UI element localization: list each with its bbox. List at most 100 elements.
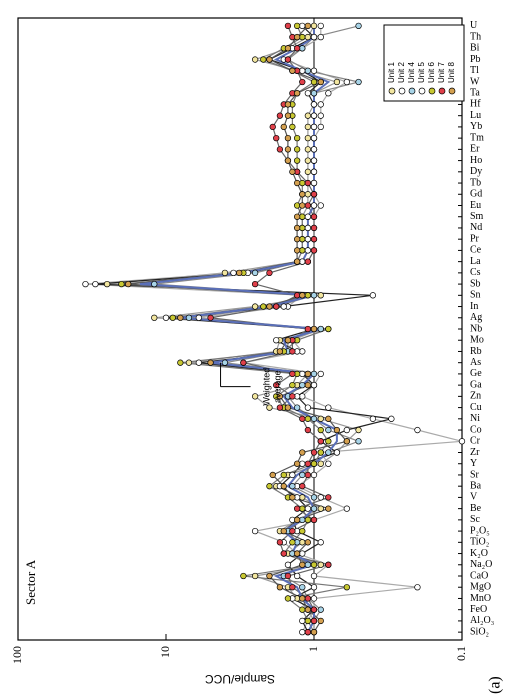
data-point xyxy=(299,505,306,512)
data-point xyxy=(299,67,306,74)
data-point xyxy=(293,505,301,512)
data-point xyxy=(280,471,287,479)
data-point xyxy=(151,314,158,321)
data-point xyxy=(355,438,362,445)
data-point xyxy=(304,460,312,467)
data-point xyxy=(304,370,312,378)
x-tick-label: Pb xyxy=(470,54,481,65)
data-point xyxy=(236,269,243,277)
data-point xyxy=(304,606,312,613)
x-tick-label: Ho xyxy=(470,155,482,166)
data-point xyxy=(266,572,273,580)
data-point xyxy=(284,572,292,580)
data-point xyxy=(293,33,301,41)
data-point xyxy=(310,584,318,591)
data-point xyxy=(304,595,312,602)
data-point xyxy=(310,381,318,389)
x-tick-label: Al₂O₃ xyxy=(470,615,494,626)
data-point xyxy=(304,67,312,74)
x-tick-label: Be xyxy=(470,503,482,514)
data-point xyxy=(325,494,332,501)
data-point xyxy=(388,415,395,422)
data-point xyxy=(310,90,318,97)
data-point xyxy=(304,224,312,232)
data-point xyxy=(299,584,306,591)
data-point xyxy=(299,45,306,52)
data-point xyxy=(317,112,324,119)
x-tick-label: Ga xyxy=(470,379,482,390)
data-point xyxy=(310,595,318,602)
x-tick-label: SiO₂ xyxy=(470,626,489,637)
data-point xyxy=(276,146,284,153)
data-point xyxy=(355,22,362,30)
data-point xyxy=(304,90,312,97)
data-point xyxy=(304,247,312,254)
data-point xyxy=(273,303,280,310)
data-point xyxy=(325,438,332,445)
data-point xyxy=(304,325,312,333)
data-point xyxy=(304,561,312,568)
data-point xyxy=(310,516,318,524)
data-point xyxy=(299,471,306,479)
data-point xyxy=(304,179,312,187)
data-point xyxy=(310,460,318,467)
data-point xyxy=(317,561,324,568)
x-tick-label: Hf xyxy=(470,99,481,110)
data-point xyxy=(177,314,184,321)
data-point xyxy=(317,494,324,501)
data-point xyxy=(310,471,318,479)
data-point xyxy=(299,516,306,524)
data-point xyxy=(293,236,301,243)
data-point xyxy=(310,572,318,580)
x-tick-label: Ba xyxy=(470,480,482,491)
data-point xyxy=(103,280,111,288)
data-point xyxy=(310,606,318,613)
data-point xyxy=(251,269,259,277)
x-tick-label: MnO xyxy=(470,593,491,604)
data-point xyxy=(325,90,332,97)
panel-label: (a) xyxy=(487,676,504,694)
x-tick-label: Tm xyxy=(470,132,484,143)
x-tick-label: Y xyxy=(470,458,477,469)
data-point xyxy=(299,33,306,41)
data-point xyxy=(304,157,312,164)
x-tick-label: V xyxy=(470,492,478,503)
data-point xyxy=(299,292,306,299)
data-point xyxy=(304,628,312,636)
data-point xyxy=(343,78,350,86)
data-point xyxy=(289,584,296,591)
data-point xyxy=(310,134,318,142)
data-point xyxy=(317,449,324,456)
data-point xyxy=(289,370,296,378)
data-point xyxy=(289,123,296,131)
data-point xyxy=(299,483,306,490)
data-point xyxy=(343,438,350,445)
legend-marker xyxy=(438,87,446,95)
data-point xyxy=(310,617,318,625)
x-tick-label: La xyxy=(470,256,481,267)
data-point xyxy=(299,78,306,86)
x-tick-label: Tl xyxy=(470,65,479,76)
x-tick-label: W xyxy=(470,76,480,87)
data-point xyxy=(280,483,287,490)
data-point xyxy=(325,561,332,568)
x-tick-label: Dy xyxy=(470,166,482,177)
data-point xyxy=(299,370,306,378)
data-point xyxy=(185,359,193,366)
data-point xyxy=(293,292,301,299)
chart-title: Sector A xyxy=(23,559,38,605)
data-point xyxy=(293,516,301,524)
data-point xyxy=(280,123,287,131)
y-tick-label: 10 xyxy=(158,646,172,658)
data-point xyxy=(299,22,306,30)
legend-marker xyxy=(448,87,456,95)
data-point xyxy=(284,157,292,164)
data-point xyxy=(299,191,306,198)
data-point xyxy=(273,381,280,389)
x-tick-label: Zn xyxy=(470,391,481,402)
data-point xyxy=(304,617,312,625)
data-point xyxy=(276,393,284,400)
data-point xyxy=(266,303,273,310)
data-point xyxy=(304,191,312,198)
data-point xyxy=(273,337,280,344)
